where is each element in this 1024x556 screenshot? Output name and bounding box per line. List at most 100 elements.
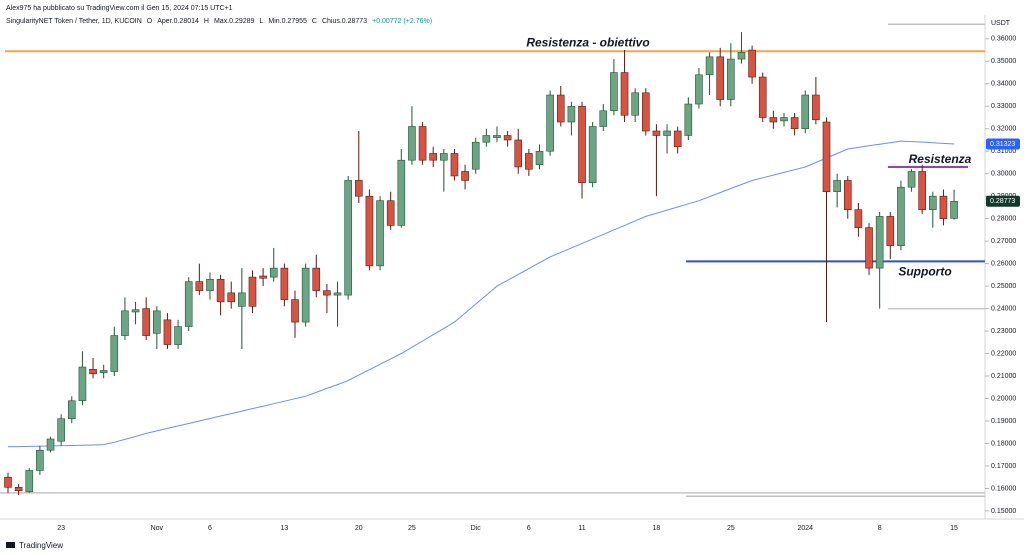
level-annotation: Resistenza - obiettivo: [526, 35, 649, 49]
candle-body: [99, 370, 108, 373]
candle-body: [684, 103, 693, 136]
y-tick-label: 0.23000: [991, 328, 1016, 335]
candle-body: [620, 72, 629, 116]
moving-average: [7, 140, 955, 448]
candle-body: [163, 319, 172, 345]
candle-body: [727, 58, 735, 100]
candle-body: [929, 195, 937, 210]
candle-body: [854, 209, 863, 228]
candle-body: [578, 105, 586, 184]
candle-body: [546, 94, 554, 152]
candle-body: [227, 292, 236, 303]
x-tick-label: 13: [280, 525, 288, 532]
candle-body: [67, 400, 76, 420]
logo-text: TradingView: [19, 541, 63, 550]
x-tick-label: 8: [878, 525, 882, 532]
y-tick-label: 0.33000: [991, 103, 1016, 110]
candle-body: [312, 267, 321, 291]
x-tick-label: 15: [950, 525, 958, 532]
candle-body: [25, 470, 34, 493]
candle-body: [482, 135, 491, 143]
candle-body: [429, 153, 438, 161]
candle-body: [535, 150, 544, 166]
candle-body: [514, 139, 523, 168]
candle-body: [695, 74, 703, 105]
candle-body: [748, 49, 756, 78]
candle-body: [641, 92, 650, 132]
candle-body: [886, 216, 895, 246]
candle-body: [705, 56, 714, 76]
x-tick-label: Nov: [151, 525, 164, 532]
price-tag: [986, 195, 1020, 207]
candle-body: [46, 438, 55, 451]
candle-body: [354, 180, 363, 197]
x-tick-label: 20: [355, 525, 363, 532]
candle-body: [397, 159, 406, 226]
candle-body: [812, 94, 820, 121]
candle-body: [418, 126, 427, 161]
candle-body: [652, 130, 661, 136]
candle-body: [450, 153, 459, 177]
info-part: L: [259, 18, 263, 25]
candle-body: [556, 94, 565, 123]
x-tick-label: 11: [578, 525, 585, 532]
y-tick-label: 0.30000: [991, 171, 1016, 178]
candle-body: [673, 130, 682, 148]
candle-body: [907, 171, 916, 188]
candle-body: [280, 267, 289, 300]
candle-body: [301, 267, 310, 323]
y-tick-label: 0.17000: [991, 463, 1016, 470]
info-part: Chius.0.28773: [322, 18, 367, 25]
candle-body: [131, 309, 140, 313]
candle-body: [631, 92, 639, 116]
candle-body: [833, 180, 841, 192]
candle-body: [78, 366, 87, 402]
info-part: Min.0.27955: [268, 18, 307, 25]
candle-body: [121, 310, 129, 336]
candle-body: [291, 299, 299, 323]
y-tick-label: 0.22000: [991, 350, 1016, 357]
candle-body: [758, 76, 767, 118]
candle-body: [875, 216, 884, 269]
candle-body: [333, 292, 342, 296]
candle-body: [376, 200, 384, 267]
level-annotation: Supporto: [898, 265, 951, 279]
candle-body: [142, 308, 150, 336]
y-tick-label: 0.36000: [991, 36, 1016, 43]
x-tick-label: 2024: [797, 525, 813, 532]
candle-body: [57, 418, 65, 442]
candle-body: [503, 135, 512, 141]
x-tick-label: 18: [653, 525, 661, 532]
y-tick-label: 0.21000: [991, 373, 1016, 380]
candle-body: [588, 126, 597, 184]
candle-body: [386, 200, 395, 226]
author-line: Alex975 ha pubblicato su TradingView.com…: [6, 5, 233, 12]
candle-body: [525, 153, 533, 170]
candle-body: [897, 186, 905, 246]
y-tick-label: 0.28000: [991, 216, 1016, 223]
candle-body: [716, 56, 725, 100]
info-part: Max.0.29289: [214, 18, 255, 25]
candle-body: [365, 195, 374, 267]
info-part: +0.00772 (+2.76%): [372, 18, 432, 25]
candle-body: [471, 141, 480, 170]
price-tag: [986, 138, 1020, 150]
y-tick-label: 0.31000: [991, 148, 1016, 155]
info-part: C: [312, 18, 317, 25]
candle-body: [14, 487, 23, 491]
candle-body: [259, 275, 267, 279]
x-tick-label: 6: [208, 525, 212, 532]
candle-body: [440, 153, 448, 161]
info-part: O: [147, 18, 153, 25]
candle-body: [248, 276, 257, 307]
x-tick-label: 25: [408, 525, 416, 532]
candle-body: [4, 476, 12, 488]
candle-body: [461, 171, 469, 181]
candle-body: [344, 180, 352, 296]
candle-body: [110, 335, 119, 372]
price-tag-label: 0.31323: [990, 141, 1015, 148]
candle-body: [737, 52, 746, 60]
x-tick-label: 23: [57, 525, 65, 532]
y-tick-label: 0.27000: [991, 238, 1016, 245]
